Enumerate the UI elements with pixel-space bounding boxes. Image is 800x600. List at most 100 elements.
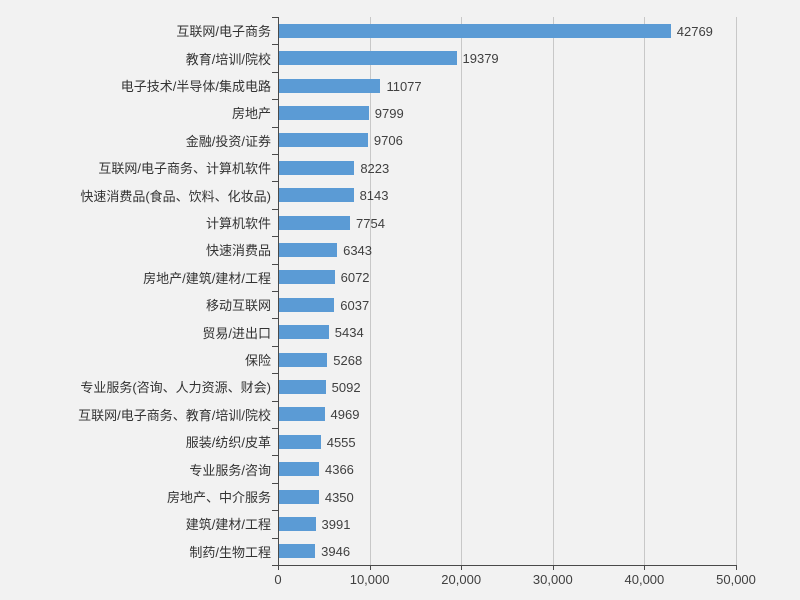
category-label: 快速消费品(食品、饮料、化妆品) bbox=[80, 188, 271, 204]
bar bbox=[279, 215, 351, 230]
bar bbox=[279, 462, 319, 477]
y-axis-tick bbox=[272, 126, 278, 128]
category-label: 房地产 bbox=[231, 106, 271, 122]
bar bbox=[279, 516, 316, 531]
gridline bbox=[552, 17, 554, 565]
bar bbox=[279, 434, 321, 449]
bar bbox=[279, 105, 369, 120]
y-axis-tick bbox=[272, 537, 278, 539]
category-label: 贸易/进出口 bbox=[202, 325, 271, 341]
y-axis-tick bbox=[272, 236, 278, 238]
y-axis-tick bbox=[272, 565, 278, 566]
category-label: 专业服务(咨询、人力资源、财会) bbox=[80, 380, 271, 396]
y-axis-tick bbox=[272, 373, 278, 375]
y-axis-tick bbox=[272, 428, 278, 429]
bar bbox=[279, 544, 316, 559]
bar bbox=[279, 51, 457, 66]
bar bbox=[279, 188, 354, 203]
plot-area: 42769 19379 11077 9799 9706 8223 8143 7754 6343 6… bbox=[278, 17, 737, 565]
category-label: 移动互联网 bbox=[205, 298, 271, 314]
category-label: 专业服务/咨询 bbox=[189, 462, 271, 478]
category-label: 快速消费品 bbox=[205, 243, 271, 259]
value-label: 9799 bbox=[374, 105, 404, 121]
y-axis-tick bbox=[272, 99, 278, 101]
x-axis-tick-label: 30,000 bbox=[532, 572, 573, 587]
y-axis-tick bbox=[272, 455, 278, 457]
y-axis-tick bbox=[272, 318, 278, 320]
x-axis-tick-label: 50,000 bbox=[716, 572, 756, 587]
x-axis-tick-label: 10,000 bbox=[349, 572, 390, 587]
y-axis-line bbox=[278, 17, 279, 565]
value-label: 4969 bbox=[330, 407, 360, 423]
y-axis-tick bbox=[272, 510, 278, 512]
bar bbox=[279, 160, 355, 175]
category-label: 金融/投资/证券 bbox=[185, 133, 271, 149]
bar bbox=[279, 379, 326, 394]
value-label: 3946 bbox=[321, 544, 351, 560]
y-axis-tick bbox=[272, 482, 278, 484]
y-axis-tick bbox=[272, 263, 278, 265]
category-label: 保险 bbox=[244, 352, 271, 368]
category-label: 互联网/电子商务 bbox=[176, 24, 271, 40]
y-axis-tick bbox=[272, 208, 278, 210]
bar bbox=[279, 242, 338, 257]
x-axis-tick bbox=[644, 565, 646, 570]
value-label: 8223 bbox=[360, 160, 390, 176]
category-label: 服装/纺织/皮革 bbox=[185, 435, 271, 451]
y-axis-tick bbox=[272, 17, 278, 18]
x-axis-tick-label: 40,000 bbox=[624, 572, 665, 587]
value-label: 8143 bbox=[359, 188, 389, 204]
category-label: 制药/生物工程 bbox=[189, 544, 271, 560]
category-label: 互联网/电子商务、计算机软件 bbox=[98, 161, 271, 177]
gridline bbox=[644, 17, 646, 565]
x-axis-tick bbox=[552, 565, 554, 570]
y-axis-tick bbox=[272, 71, 278, 73]
x-axis-tick-label: 0 bbox=[274, 572, 282, 587]
category-label: 电子技术/半导体/集成电路 bbox=[120, 78, 271, 94]
y-axis-tick bbox=[272, 345, 278, 347]
value-label: 3991 bbox=[321, 516, 351, 532]
bar bbox=[279, 407, 325, 422]
value-label: 9706 bbox=[373, 133, 403, 149]
gridline bbox=[736, 17, 737, 565]
bar bbox=[279, 325, 329, 340]
bar bbox=[279, 270, 335, 285]
y-axis-tick bbox=[272, 291, 278, 292]
value-label: 5434 bbox=[334, 325, 364, 341]
bar bbox=[279, 489, 319, 504]
x-axis-line bbox=[278, 565, 737, 566]
bar bbox=[279, 297, 335, 312]
bar bbox=[279, 133, 368, 148]
value-label: 6037 bbox=[340, 297, 370, 313]
value-label: 42769 bbox=[676, 23, 713, 39]
value-label: 4350 bbox=[324, 489, 354, 505]
bar bbox=[279, 23, 671, 38]
bar bbox=[279, 352, 328, 367]
value-label: 4366 bbox=[324, 462, 354, 478]
value-label: 4555 bbox=[326, 434, 356, 450]
x-axis-tick bbox=[278, 565, 279, 570]
x-axis-tick bbox=[461, 565, 463, 570]
category-label: 互联网/电子商务、教育/培训/院校 bbox=[78, 407, 271, 423]
gridline bbox=[369, 17, 371, 565]
category-label: 计算机软件 bbox=[205, 215, 271, 231]
x-axis-tick-label: 20,000 bbox=[441, 572, 482, 587]
category-label: 教育/培训/院校 bbox=[185, 51, 271, 67]
value-label: 5268 bbox=[333, 352, 363, 368]
category-label: 建筑/建材/工程 bbox=[185, 517, 271, 533]
value-label: 5092 bbox=[331, 379, 361, 395]
x-axis-tick bbox=[369, 565, 371, 570]
gridline bbox=[461, 17, 463, 565]
value-label: 6072 bbox=[340, 270, 370, 286]
y-axis-tick bbox=[272, 181, 278, 183]
bar bbox=[279, 78, 381, 93]
value-label: 6343 bbox=[343, 242, 373, 258]
y-axis-tick bbox=[272, 400, 278, 402]
value-label: 19379 bbox=[462, 51, 499, 67]
category-label: 房地产/建筑/建材/工程 bbox=[143, 270, 271, 286]
value-label: 11077 bbox=[386, 78, 422, 94]
value-label: 7754 bbox=[356, 215, 385, 231]
y-axis-tick bbox=[272, 44, 278, 46]
x-axis-tick bbox=[736, 565, 737, 570]
